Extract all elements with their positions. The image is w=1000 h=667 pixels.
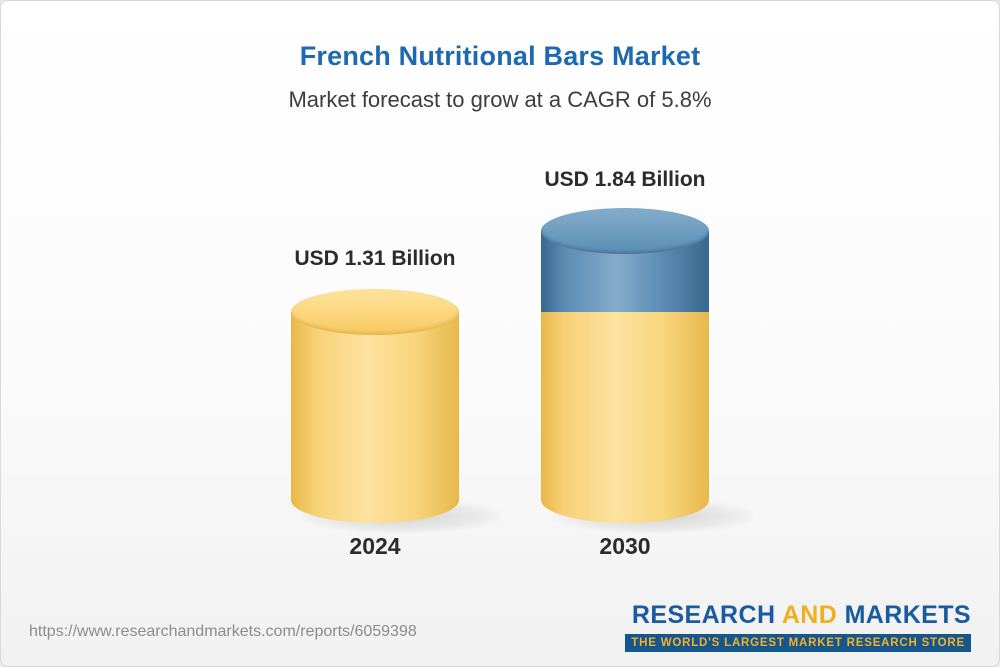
x-axis-label-2030: 2030 bbox=[599, 533, 651, 559]
cylinder-bar-2024 bbox=[291, 289, 459, 523]
cylinder-cap-2030 bbox=[541, 208, 709, 254]
logo-and: AND bbox=[781, 601, 838, 629]
cylinder-bar-2030 bbox=[541, 208, 709, 523]
brand-logo-wordmark: RESEARCH AND MARKETS bbox=[625, 601, 971, 630]
value-label-2030: USD 1.84 Billion bbox=[544, 168, 706, 191]
report-url: https://www.researchandmarkets.com/repor… bbox=[29, 623, 417, 640]
logo-research: RESEARCH bbox=[631, 601, 776, 629]
value-label-2024: USD 1.31 Billion bbox=[294, 247, 456, 270]
x-axis-label-2024: 2024 bbox=[349, 533, 401, 559]
page-title: French Nutritional Bars Market bbox=[299, 41, 701, 71]
logo-markets: MARKETS bbox=[844, 601, 971, 629]
logo-tagline: THE WORLD'S LARGEST MARKET RESEARCH STOR… bbox=[625, 634, 971, 652]
cylinder-base-segment-2030 bbox=[541, 312, 709, 523]
cylinder-body-2024 bbox=[291, 312, 459, 523]
brand-logo: RESEARCH AND MARKETS THE WORLD'S LARGEST… bbox=[625, 601, 971, 652]
page-subtitle: Market forecast to grow at a CAGR of 5.8… bbox=[288, 87, 712, 112]
cylinder-cap-2024 bbox=[291, 289, 459, 335]
